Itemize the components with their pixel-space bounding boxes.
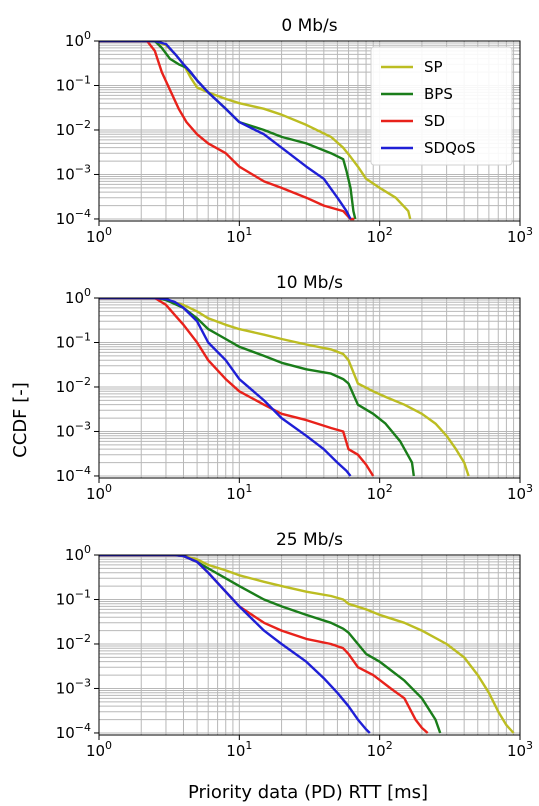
series-line-sdqos bbox=[99, 41, 352, 220]
y-tick-label: 100 bbox=[65, 286, 91, 307]
y-tick-label: 10−4 bbox=[56, 207, 91, 228]
y-ticks: 100 10−1 10−2 10−3 10−4 bbox=[56, 543, 99, 742]
series-line-sp bbox=[99, 298, 470, 477]
panel-title: 0 Mb/s bbox=[281, 16, 337, 36]
y-tick-label: 10−4 bbox=[56, 464, 91, 485]
legend-label-sdqos: SDQoS bbox=[424, 139, 476, 157]
x-ticks: 100 101 102 103 bbox=[86, 735, 533, 760]
x-tick-label: 100 bbox=[86, 225, 112, 246]
series-line-sdqos bbox=[99, 298, 352, 477]
x-axis-label: Priority data (PD) RTT [ms] bbox=[188, 782, 428, 803]
series-line-sp bbox=[99, 555, 515, 734]
y-tick-label: 10−3 bbox=[56, 162, 91, 183]
y-tick-label: 10−3 bbox=[56, 419, 91, 440]
y-ticks: 100 10−1 10−2 10−3 10−4 bbox=[56, 29, 99, 228]
series-line-sd bbox=[99, 298, 375, 477]
x-tick-label: 102 bbox=[367, 482, 393, 503]
series-group bbox=[99, 41, 412, 221]
y-tick-label: 100 bbox=[65, 543, 91, 564]
panel-title: 25 Mb/s bbox=[276, 530, 343, 550]
series-group bbox=[99, 555, 515, 734]
y-tick-label: 10−1 bbox=[56, 73, 91, 94]
legend-label-sp: SP bbox=[424, 58, 443, 76]
x-tick-label: 103 bbox=[507, 225, 533, 246]
y-ticks: 100 10−1 10−2 10−3 10−4 bbox=[56, 286, 99, 485]
y-tick-label: 10−1 bbox=[56, 330, 91, 351]
x-tick-label: 103 bbox=[507, 482, 533, 503]
x-tick-label: 101 bbox=[226, 739, 252, 760]
y-tick-label: 10−4 bbox=[56, 721, 91, 742]
panel-title: 10 Mb/s bbox=[276, 273, 343, 293]
x-tick-label: 103 bbox=[507, 739, 533, 760]
panel-1: 100 101 102 103 100 10−1 10−2 10−3 10−4 0 Mb/s SP B… bbox=[56, 16, 533, 246]
y-tick-label: 10−2 bbox=[56, 632, 91, 653]
y-tick-label: 10−2 bbox=[56, 375, 91, 396]
x-ticks: 100 101 102 103 bbox=[86, 478, 533, 503]
x-tick-label: 101 bbox=[226, 482, 252, 503]
x-tick-label: 101 bbox=[226, 225, 252, 246]
x-tick-label: 100 bbox=[86, 482, 112, 503]
panel-3: 100 101 102 103 100 10−1 10−2 10−3 10−4 25 Mb/s bbox=[56, 530, 533, 760]
grid bbox=[98, 554, 520, 735]
series-line-sdqos bbox=[99, 555, 371, 734]
legend-box bbox=[370, 46, 513, 166]
y-tick-label: 100 bbox=[65, 29, 91, 50]
plot-frame bbox=[98, 40, 521, 222]
series-group bbox=[99, 298, 470, 477]
y-tick-label: 10−1 bbox=[56, 587, 91, 608]
y-tick-label: 10−2 bbox=[56, 118, 91, 139]
x-tick-label: 102 bbox=[367, 225, 393, 246]
panel-2: 100 101 102 103 100 10−1 10−2 10−3 10−4 10 Mb/s bbox=[56, 273, 533, 503]
x-tick-label: 100 bbox=[86, 739, 112, 760]
legend-label-sd: SD bbox=[424, 112, 445, 130]
x-ticks: 100 101 102 103 bbox=[86, 221, 533, 246]
plot-frame bbox=[98, 297, 521, 479]
y-axis-label: CCDF [-] bbox=[10, 382, 31, 458]
y-tick-label: 10−3 bbox=[56, 676, 91, 697]
series-line-sd bbox=[99, 41, 355, 221]
legend: SP BPS SD SDQoS bbox=[370, 46, 513, 166]
x-tick-label: 102 bbox=[367, 739, 393, 760]
legend-label-bps: BPS bbox=[424, 85, 453, 103]
plot-frame bbox=[98, 554, 521, 736]
